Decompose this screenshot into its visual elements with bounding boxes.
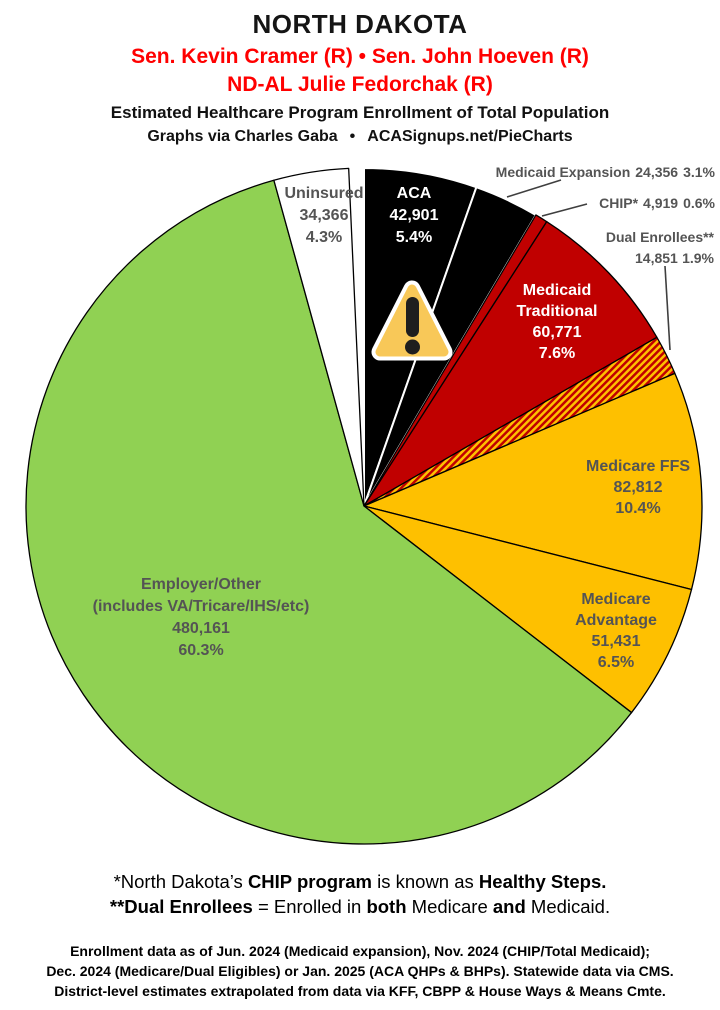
employer-other-label: Employer/Other (includes VA/Tricare/IHS/e… bbox=[93, 576, 310, 659]
page-title: NORTH DAKOTA bbox=[252, 9, 468, 39]
chip-label: CHIP* 4,919 0.6% bbox=[599, 195, 715, 211]
source-note: Enrollment data as of Jun. 2024 (Medicai… bbox=[0, 941, 720, 1001]
credit-author: Graphs via Charles Gaba bbox=[147, 128, 338, 145]
leader-dual-enrollees bbox=[664, 265, 671, 351]
senators-line: Sen. Kevin Cramer (R) • Sen. John Hoeven… bbox=[131, 45, 589, 68]
medicare-advantage-wedge bbox=[363, 505, 693, 714]
dual-enrollees-label-line2: 14,851 1.9% bbox=[635, 250, 715, 266]
leader-medicaid-expansion bbox=[506, 179, 562, 198]
medicare-advantage-label: Medicare Advantage 51,431 6.5% bbox=[575, 591, 657, 671]
footnote-chip: *North Dakota’s CHIP program is known as… bbox=[113, 871, 607, 892]
credit-bullet: • bbox=[349, 128, 356, 145]
uninsured-label: Uninsured 34,366 4.3% bbox=[284, 185, 363, 246]
source-line-1: Enrollment data as of Jun. 2024 (Medicai… bbox=[70, 943, 650, 959]
leader-lines bbox=[506, 179, 671, 351]
medicare-ffs-label: Medicare FFS 82,812 10.4% bbox=[586, 458, 690, 517]
credit-line: Graphs via Charles Gaba • ACASignups.net/P… bbox=[0, 129, 720, 145]
medicaid-expansion-label: Medicaid Expansion 24,356 3.1% bbox=[496, 164, 716, 180]
leader-chip bbox=[541, 203, 588, 217]
credit-site: ACASignups.net/PieCharts bbox=[367, 128, 573, 145]
uninsured-wedge bbox=[273, 167, 365, 507]
warning-icon bbox=[371, 280, 453, 361]
source-line-2: Dec. 2024 (Medicare/Dual Eligibles) or J… bbox=[46, 963, 674, 979]
source-line-3: District-level estimates extrapolated fr… bbox=[54, 983, 666, 999]
aca-label: ACA 42,901 5.4% bbox=[390, 185, 439, 246]
chart-subtitle: Estimated Healthcare Program Enrollment … bbox=[110, 103, 610, 122]
pie-wedges bbox=[25, 167, 703, 845]
medicaid-traditional-label: Medicaid Traditional 60,771 7.6% bbox=[517, 282, 598, 362]
exclamation-dot bbox=[405, 339, 420, 355]
dual-enrollees-label-line1: Dual Enrollees** bbox=[606, 229, 715, 245]
employer-other-wedge bbox=[25, 179, 633, 845]
footnote-dual: **Dual Enrollees = Enrolled in both Medi… bbox=[109, 896, 611, 917]
medicaid-traditional-wedge bbox=[363, 221, 658, 507]
footnotes: *North Dakota’s CHIP program is known as… bbox=[0, 869, 720, 919]
medicare-ffs-wedge bbox=[363, 372, 703, 591]
exclamation-bar bbox=[406, 297, 419, 337]
representative-line: ND-AL Julie Fedorchak (R) bbox=[227, 73, 493, 96]
